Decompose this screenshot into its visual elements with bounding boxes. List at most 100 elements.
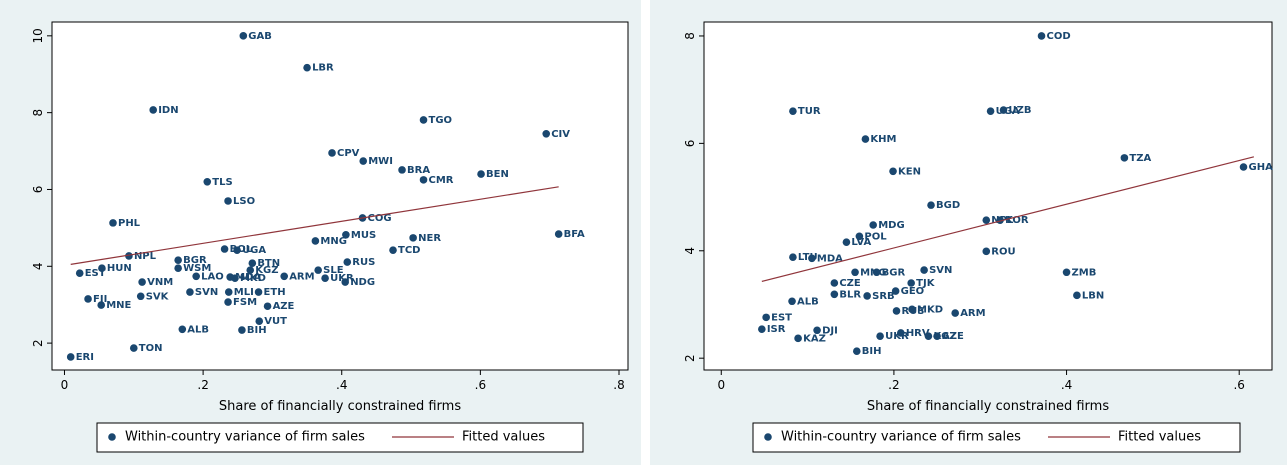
point bbox=[477, 170, 485, 178]
point-label: BIH bbox=[247, 325, 267, 336]
point bbox=[239, 32, 248, 40]
plot-area bbox=[51, 21, 629, 371]
point-label: ERI bbox=[76, 352, 94, 363]
fitted-line bbox=[761, 156, 1255, 282]
point-label: VNM bbox=[147, 277, 173, 288]
point bbox=[174, 264, 182, 273]
point-label: TCD bbox=[398, 245, 420, 256]
point bbox=[192, 272, 200, 281]
point-label: UKR bbox=[330, 273, 354, 284]
point bbox=[321, 274, 329, 282]
point bbox=[863, 292, 871, 300]
point-label: VUT bbox=[264, 316, 287, 327]
point-label: BFA bbox=[564, 229, 585, 240]
point-label: IDN bbox=[158, 105, 178, 116]
point-label: LAO bbox=[201, 271, 224, 282]
point bbox=[409, 234, 417, 242]
point bbox=[138, 278, 146, 286]
point-label: KHM bbox=[870, 134, 896, 145]
plot-area bbox=[703, 21, 1273, 371]
point-label: ISR bbox=[767, 324, 786, 335]
point bbox=[280, 272, 289, 281]
point bbox=[554, 230, 563, 238]
point-label: TJK bbox=[916, 278, 936, 289]
point-label: LBN bbox=[1082, 290, 1104, 301]
point bbox=[389, 246, 397, 254]
point-label: GEO bbox=[901, 286, 925, 297]
point bbox=[248, 259, 257, 268]
point bbox=[303, 63, 311, 72]
point bbox=[66, 353, 75, 361]
point-label: MKD bbox=[240, 273, 266, 284]
point-label: ALB bbox=[187, 324, 209, 335]
point-label: UKR bbox=[885, 331, 909, 342]
point-label: ALB bbox=[797, 296, 819, 307]
point bbox=[311, 237, 320, 245]
point-label: MKD bbox=[917, 304, 943, 315]
point bbox=[246, 266, 255, 274]
point-label: MNG bbox=[320, 236, 347, 247]
point bbox=[808, 254, 816, 263]
point bbox=[203, 177, 212, 186]
point-label: COG bbox=[368, 213, 392, 224]
x-tick-label: 0 bbox=[717, 378, 725, 392]
point bbox=[233, 246, 241, 254]
point-label: SLE bbox=[323, 265, 344, 276]
point bbox=[1073, 291, 1081, 300]
point bbox=[186, 288, 194, 296]
x-tick-label: .6 bbox=[1233, 378, 1244, 392]
y-tick-label: 10 bbox=[31, 28, 45, 43]
point-label: ZMB bbox=[1072, 267, 1097, 278]
point-label: MDG bbox=[878, 220, 904, 231]
point-label: TON bbox=[139, 343, 163, 354]
point bbox=[855, 232, 864, 241]
point bbox=[758, 325, 766, 333]
point-label: CIV bbox=[551, 129, 570, 140]
point-label: SVN bbox=[195, 287, 218, 298]
point bbox=[359, 157, 368, 165]
point-label: FSM bbox=[233, 297, 257, 308]
point-label: AZE bbox=[942, 331, 964, 342]
point-label: GHA bbox=[1249, 162, 1274, 173]
point bbox=[398, 166, 406, 174]
point bbox=[869, 221, 877, 229]
point bbox=[263, 302, 272, 311]
point bbox=[84, 295, 92, 303]
point-label: BTN bbox=[257, 258, 280, 269]
point-label: SVN bbox=[929, 265, 952, 276]
legend-label: Fitted values bbox=[462, 430, 545, 445]
point-label: LTU bbox=[798, 252, 818, 263]
legend-marker bbox=[108, 433, 116, 441]
x-axis-title: Share of financially constrained firms bbox=[867, 399, 1109, 414]
point-label: HUN bbox=[107, 263, 132, 274]
point-label: FJI bbox=[93, 294, 107, 305]
point bbox=[254, 288, 263, 296]
legend-label: Fitted values bbox=[1118, 430, 1201, 445]
point bbox=[328, 149, 336, 157]
point bbox=[830, 279, 839, 287]
point bbox=[174, 256, 182, 264]
point bbox=[129, 344, 138, 352]
point bbox=[872, 268, 881, 277]
point-label: COD bbox=[1047, 31, 1071, 42]
point bbox=[224, 298, 232, 306]
point-label: POL bbox=[864, 231, 887, 242]
point bbox=[813, 326, 821, 335]
point bbox=[889, 167, 897, 176]
point bbox=[830, 290, 839, 299]
fitted-line bbox=[70, 186, 559, 265]
point bbox=[951, 309, 959, 317]
point bbox=[341, 278, 349, 286]
y-tick-label: 8 bbox=[31, 109, 45, 117]
point bbox=[789, 107, 797, 115]
point-label: BGD bbox=[936, 200, 960, 211]
point-label: ARM bbox=[960, 308, 985, 319]
point-label: SRB bbox=[872, 291, 895, 302]
point-label: UGA bbox=[996, 106, 1020, 117]
point bbox=[419, 176, 428, 184]
point-label: BRA bbox=[407, 165, 430, 176]
point bbox=[891, 287, 900, 295]
point-label: BLR bbox=[839, 289, 861, 300]
point bbox=[1037, 32, 1046, 40]
